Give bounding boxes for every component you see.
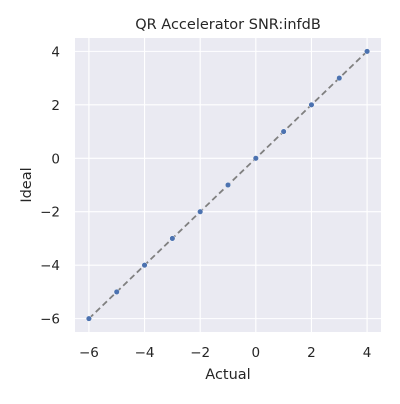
x-tick-label: 4 — [363, 345, 372, 361]
data-point — [252, 155, 259, 162]
grid — [75, 38, 381, 332]
y-tick-label: 4 — [51, 44, 60, 60]
data-point — [224, 181, 232, 189]
data-point — [85, 315, 92, 322]
x-tick-label: −2 — [190, 345, 210, 361]
data-point — [280, 128, 287, 135]
x-tick-label: −6 — [79, 345, 99, 361]
y-tick-label: −6 — [40, 312, 60, 328]
x-tick-labels: −6 −4 −2 0 2 4 — [79, 345, 371, 361]
data-point — [336, 75, 343, 82]
data-point — [197, 208, 204, 215]
chart-title: QR Accelerator SNR:infdB — [135, 17, 321, 33]
x-tick-label: −4 — [135, 345, 155, 361]
data-point — [141, 262, 148, 269]
data-point — [308, 101, 315, 108]
y-tick-labels: −6 −4 −2 0 2 4 — [40, 44, 60, 327]
x-tick-label: 2 — [307, 345, 316, 361]
data-points — [85, 48, 371, 322]
data-point — [113, 288, 120, 295]
x-tick-label: 0 — [252, 345, 261, 361]
data-point — [364, 48, 371, 55]
y-tick-label: −4 — [40, 258, 60, 274]
y-tick-label: 0 — [51, 151, 60, 167]
y-tick-label: −2 — [40, 205, 60, 221]
data-point — [169, 235, 176, 242]
y-axis-label: Ideal — [19, 167, 35, 202]
y-tick-label: 2 — [51, 98, 60, 114]
x-axis-label: Actual — [205, 367, 250, 383]
